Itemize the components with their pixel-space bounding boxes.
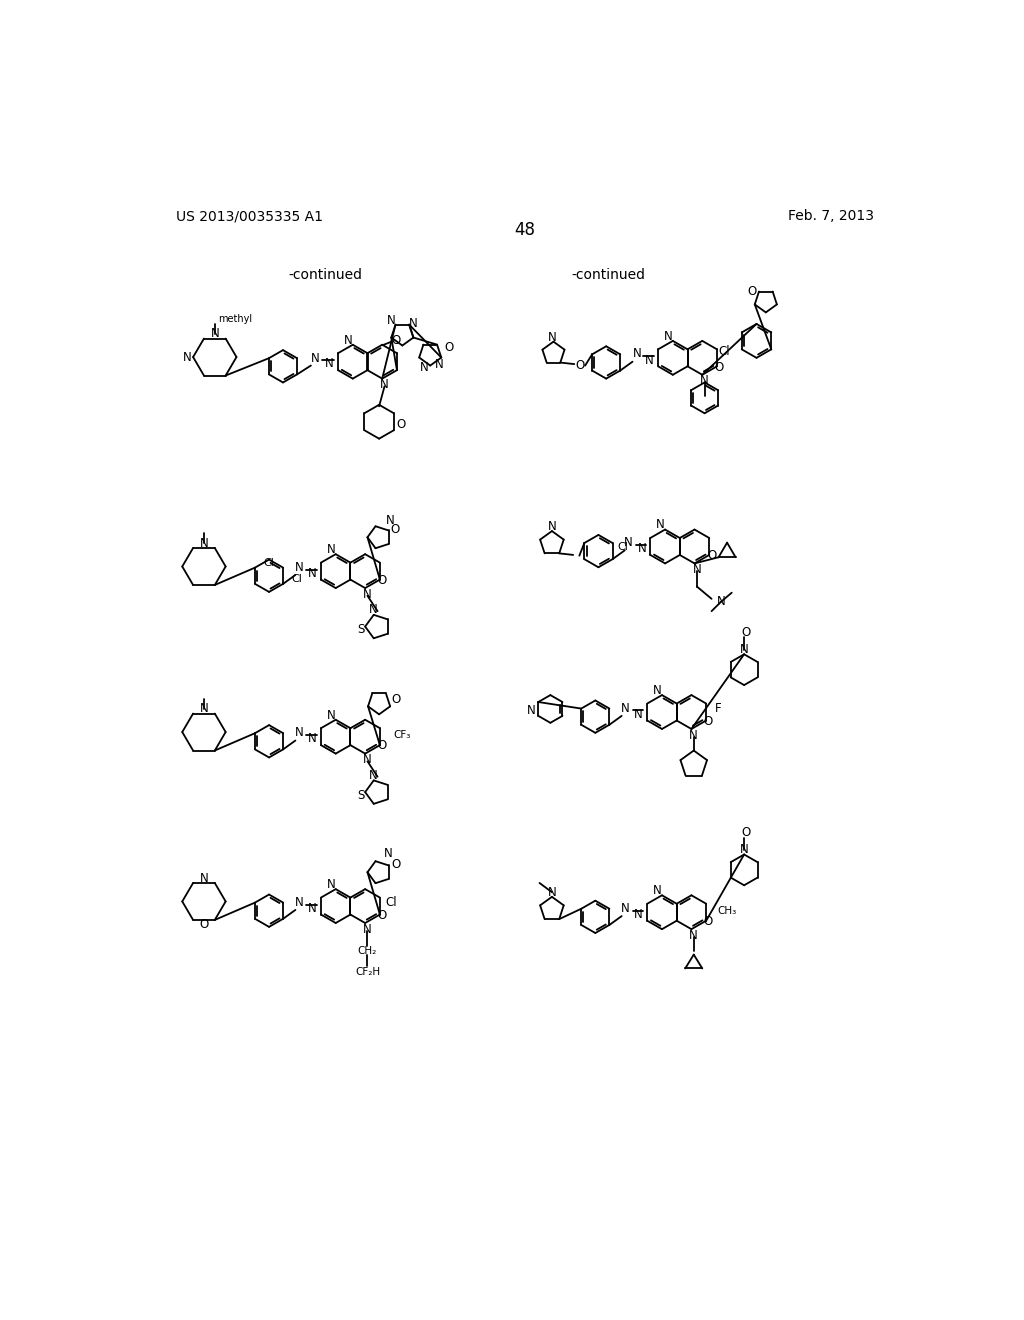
Text: N: N (364, 923, 372, 936)
Text: N: N (435, 358, 444, 371)
Text: N: N (369, 768, 377, 781)
Text: O: O (707, 549, 716, 562)
Text: CH₂: CH₂ (357, 945, 377, 956)
Text: N: N (409, 317, 418, 330)
Text: Cl: Cl (263, 558, 273, 568)
Text: N: N (645, 354, 654, 367)
Text: Feb. 7, 2013: Feb. 7, 2013 (787, 209, 873, 223)
Text: N: N (420, 362, 428, 375)
Text: N: N (200, 537, 208, 550)
Text: O: O (391, 334, 400, 347)
Text: O: O (378, 908, 387, 921)
Text: O: O (715, 360, 724, 374)
Text: N: N (308, 902, 316, 915)
Text: N: N (638, 543, 646, 556)
Text: N: N (210, 327, 219, 341)
Text: O: O (378, 574, 387, 587)
Text: N: N (380, 379, 389, 391)
Text: N: N (308, 733, 316, 746)
Text: -continued: -continued (289, 268, 362, 282)
Text: CF₂H: CF₂H (355, 968, 380, 977)
Text: S: S (356, 623, 365, 636)
Text: N: N (295, 896, 304, 908)
Text: N: N (653, 684, 662, 697)
Text: O: O (741, 626, 751, 639)
Text: N: N (739, 643, 749, 656)
Text: N: N (311, 352, 319, 366)
Text: N: N (548, 886, 556, 899)
Text: N: N (384, 847, 393, 861)
Text: N: N (327, 709, 336, 722)
Text: F: F (715, 702, 721, 715)
Text: N: N (295, 726, 304, 739)
Text: N: N (548, 330, 556, 343)
Text: O: O (748, 285, 757, 298)
Text: O: O (391, 693, 400, 706)
Text: N: N (387, 314, 396, 326)
Text: N: N (692, 564, 701, 576)
Text: O: O (378, 739, 387, 752)
Text: O: O (703, 915, 713, 928)
Text: N: N (327, 543, 336, 556)
Text: O: O (444, 342, 454, 354)
Text: O: O (741, 826, 751, 840)
Text: N: N (200, 871, 208, 884)
Text: N: N (717, 595, 725, 609)
Text: N: N (633, 347, 642, 360)
Text: N: N (622, 702, 630, 714)
Text: N: N (526, 704, 536, 717)
Text: O: O (200, 917, 209, 931)
Text: US 2013/0035335 A1: US 2013/0035335 A1 (176, 209, 323, 223)
Text: N: N (386, 513, 394, 527)
Text: Cl: Cl (617, 543, 628, 552)
Text: Cl: Cl (291, 574, 302, 585)
Text: -continued: -continued (571, 268, 645, 282)
Text: 48: 48 (514, 220, 536, 239)
Text: N: N (622, 902, 630, 915)
Text: S: S (356, 788, 365, 801)
Text: N: N (689, 729, 698, 742)
Text: N: N (625, 536, 633, 549)
Text: N: N (634, 908, 643, 921)
Text: N: N (200, 702, 208, 715)
Text: N: N (344, 334, 352, 347)
Text: O: O (390, 523, 399, 536)
Text: Cl: Cl (386, 896, 397, 909)
Text: CH₃: CH₃ (718, 906, 737, 916)
Text: N: N (548, 520, 556, 533)
Text: N: N (689, 929, 698, 942)
Text: N: N (634, 708, 643, 721)
Text: O: O (396, 417, 406, 430)
Text: N: N (664, 330, 673, 343)
Text: N: N (182, 351, 191, 364)
Text: N: N (327, 878, 336, 891)
Text: N: N (653, 884, 662, 898)
Text: N: N (656, 519, 665, 532)
Text: N: N (364, 754, 372, 767)
Text: N: N (364, 587, 372, 601)
Text: N: N (295, 561, 304, 574)
Text: CF₃: CF₃ (393, 730, 411, 741)
Text: N: N (308, 566, 316, 579)
Text: O: O (703, 714, 713, 727)
Text: methyl: methyl (218, 314, 252, 325)
Text: Cl: Cl (718, 345, 730, 358)
Text: N: N (369, 603, 377, 616)
Text: N: N (326, 358, 334, 371)
Text: N: N (700, 375, 709, 388)
Text: O: O (391, 858, 400, 871)
Text: O: O (575, 359, 585, 372)
Text: N: N (739, 843, 749, 857)
